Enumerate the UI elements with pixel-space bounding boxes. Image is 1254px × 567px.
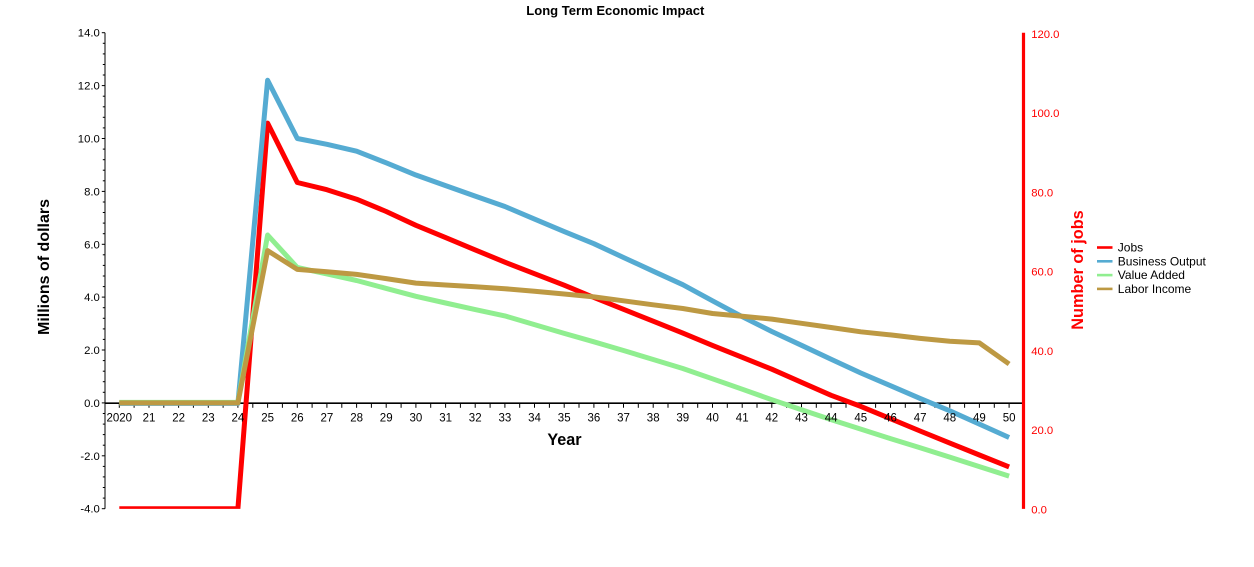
svg-text:36: 36 <box>588 412 601 424</box>
svg-text:37: 37 <box>617 412 630 424</box>
svg-text:4.0: 4.0 <box>84 292 100 304</box>
svg-text:22: 22 <box>172 412 185 424</box>
svg-text:10.0: 10.0 <box>78 134 100 146</box>
svg-text:24: 24 <box>232 412 245 424</box>
svg-text:2.0: 2.0 <box>84 345 100 357</box>
svg-text:50: 50 <box>1003 412 1016 424</box>
svg-text:46: 46 <box>884 412 897 424</box>
svg-text:26: 26 <box>291 412 304 424</box>
svg-text:25: 25 <box>261 412 274 424</box>
svg-text:49: 49 <box>973 412 986 424</box>
svg-text:30: 30 <box>410 412 423 424</box>
svg-text:Millions of dollars: Millions of dollars <box>36 199 53 335</box>
svg-text:21: 21 <box>143 412 156 424</box>
svg-text:Value Added: Value Added <box>1118 268 1185 282</box>
svg-text:45: 45 <box>854 412 867 424</box>
svg-text:31: 31 <box>439 412 452 424</box>
svg-text:12.0: 12.0 <box>78 81 100 93</box>
svg-text:39: 39 <box>676 412 689 424</box>
svg-text:14.0: 14.0 <box>78 28 100 40</box>
svg-text:27: 27 <box>321 412 334 424</box>
svg-text:42: 42 <box>765 412 778 424</box>
svg-text:80.0: 80.0 <box>1031 187 1053 199</box>
svg-text:Year: Year <box>547 431 582 449</box>
svg-text:43: 43 <box>795 412 808 424</box>
svg-text:48: 48 <box>943 412 956 424</box>
svg-text:34: 34 <box>528 412 541 424</box>
svg-text:33: 33 <box>499 412 512 424</box>
svg-text:120.0: 120.0 <box>1031 29 1059 41</box>
svg-text:-4.0: -4.0 <box>80 504 99 516</box>
svg-text:44: 44 <box>825 412 838 424</box>
svg-text:Jobs: Jobs <box>1118 241 1143 255</box>
svg-text:Number of jobs: Number of jobs <box>1069 210 1087 329</box>
svg-text:100.0: 100.0 <box>1031 108 1059 120</box>
svg-text:41: 41 <box>736 412 749 424</box>
svg-text:40.0: 40.0 <box>1031 346 1053 358</box>
svg-text:40: 40 <box>706 412 719 424</box>
svg-text:47: 47 <box>914 412 927 424</box>
svg-text:29: 29 <box>380 412 393 424</box>
svg-text:60.0: 60.0 <box>1031 267 1053 279</box>
svg-text:2020: 2020 <box>107 412 133 424</box>
svg-text:20.0: 20.0 <box>1031 425 1053 437</box>
svg-text:-2.0: -2.0 <box>80 451 99 463</box>
svg-text:Business Output: Business Output <box>1118 254 1207 268</box>
svg-text:32: 32 <box>469 412 482 424</box>
svg-text:6.0: 6.0 <box>84 239 100 251</box>
svg-text:38: 38 <box>647 412 660 424</box>
svg-text:0.0: 0.0 <box>84 398 100 410</box>
svg-text:8.0: 8.0 <box>84 186 100 198</box>
svg-text:Long Term Economic Impact: Long Term Economic Impact <box>526 3 705 18</box>
svg-text:0.0: 0.0 <box>1031 505 1047 517</box>
svg-text:28: 28 <box>350 412 363 424</box>
svg-text:23: 23 <box>202 412 215 424</box>
svg-text:35: 35 <box>558 412 571 424</box>
svg-text:Labor Income: Labor Income <box>1118 282 1192 296</box>
